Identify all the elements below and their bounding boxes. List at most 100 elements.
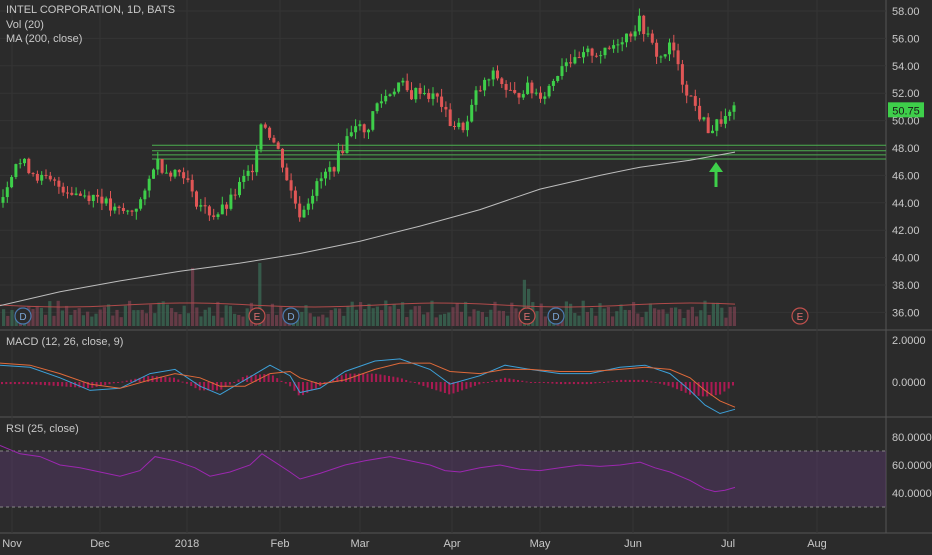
macd-histogram-bar xyxy=(624,379,627,382)
volume-bar xyxy=(501,310,505,326)
volume-bar xyxy=(2,309,6,326)
macd-histogram-bar xyxy=(508,378,511,382)
macd-histogram-bar xyxy=(366,373,369,382)
volume-bar xyxy=(342,315,346,326)
volume-bar xyxy=(506,315,510,326)
macd-histogram-bar xyxy=(216,382,218,391)
candle-body xyxy=(345,136,349,154)
volume-bar xyxy=(665,313,669,326)
candle-body xyxy=(319,178,323,182)
candle-body xyxy=(27,158,31,174)
price-tick-label: 58.00 xyxy=(892,6,920,18)
macd-histogram-bar xyxy=(693,382,696,396)
macd-histogram-bar xyxy=(697,382,700,396)
macd-histogram-bar xyxy=(689,382,691,395)
candle-body xyxy=(10,177,14,188)
macd-histogram-bar xyxy=(710,382,713,396)
macd-histogram-bar xyxy=(413,382,416,383)
macd-histogram-bar xyxy=(499,378,502,382)
candle-body xyxy=(362,124,366,133)
volume-bar xyxy=(191,267,195,326)
macd-histogram-bar xyxy=(383,375,386,382)
candle-body xyxy=(14,164,18,178)
candle-body xyxy=(216,214,220,217)
macd-histogram-bar xyxy=(297,382,300,396)
volume-bar xyxy=(44,314,48,326)
candle-body xyxy=(521,94,525,98)
volume-bar xyxy=(434,317,438,326)
macd-histogram-bar xyxy=(512,379,515,382)
volume-bar xyxy=(417,305,421,326)
macd-histogram-bar xyxy=(637,379,640,382)
volume-bar xyxy=(422,314,426,326)
macd-histogram-bar xyxy=(422,382,425,386)
volume-bar xyxy=(455,303,459,326)
volume-bar xyxy=(170,308,174,326)
volume-bar xyxy=(375,306,379,326)
candle-body xyxy=(195,191,198,207)
candle-body xyxy=(625,33,628,43)
macd-histogram-bar xyxy=(650,381,653,383)
candle-body xyxy=(633,31,637,37)
macd-histogram-bar xyxy=(495,379,498,382)
volume-bar xyxy=(111,315,115,326)
volume-bar xyxy=(199,316,203,326)
candle-body xyxy=(680,64,684,85)
macd-histogram-bar xyxy=(469,382,472,388)
volume-bar xyxy=(401,302,405,326)
volume-bar xyxy=(514,308,518,326)
volume-bar xyxy=(207,307,211,326)
candle-body xyxy=(126,210,130,212)
macd-histogram-bar xyxy=(719,382,722,395)
candle-body xyxy=(156,158,160,170)
volume-bar xyxy=(228,306,232,326)
macd-histogram-bar xyxy=(48,382,51,386)
price-tick-label: 52.00 xyxy=(892,88,920,100)
candle-body xyxy=(410,90,413,100)
macd-histogram-bar xyxy=(345,373,347,382)
candle-body xyxy=(164,172,168,174)
macd-histogram-bar xyxy=(306,382,309,393)
candle-body xyxy=(569,62,573,64)
candle-body xyxy=(57,180,61,187)
rsi-tick-label: 80.0000 xyxy=(892,432,932,444)
volume-bar xyxy=(182,305,186,326)
candle-body xyxy=(655,42,659,57)
volume-bar xyxy=(447,312,451,326)
volume-bar xyxy=(321,314,325,326)
price-tick-label: 40.00 xyxy=(892,253,920,265)
macd-histogram-bar xyxy=(336,377,339,382)
candle-body xyxy=(496,70,499,79)
volume-bar xyxy=(317,316,321,326)
volume-bar xyxy=(245,308,249,326)
candle-body xyxy=(203,205,207,207)
macd-histogram-bar xyxy=(237,379,240,382)
volume-bar xyxy=(573,313,577,326)
x-tick-label: Mar xyxy=(351,538,370,550)
candle-body xyxy=(659,56,663,58)
candle-body xyxy=(392,91,396,95)
macd-histogram-bar xyxy=(121,381,124,383)
candle-body xyxy=(328,167,332,172)
volume-bar xyxy=(564,301,568,326)
candle-body xyxy=(637,15,641,32)
macd-histogram-bar xyxy=(39,382,42,385)
volume-bar xyxy=(90,316,94,326)
macd-histogram-bar xyxy=(375,373,378,382)
macd-histogram-bar xyxy=(443,382,446,393)
macd-histogram-bar xyxy=(379,374,382,382)
volume-bar xyxy=(325,317,329,326)
candle-body xyxy=(603,47,607,56)
macd-histogram-bar xyxy=(396,377,399,382)
dividend-marker xyxy=(14,307,32,325)
volume-bar xyxy=(56,300,60,326)
volume-bar xyxy=(661,309,665,326)
candle-body xyxy=(160,158,164,173)
volume-bar xyxy=(577,315,581,326)
macd-histogram-bar xyxy=(65,382,68,387)
candle-body xyxy=(186,178,190,180)
macd-histogram-bar xyxy=(271,375,274,382)
candle-body xyxy=(293,190,297,204)
candle-body xyxy=(143,190,147,200)
volume-bar xyxy=(388,306,392,326)
